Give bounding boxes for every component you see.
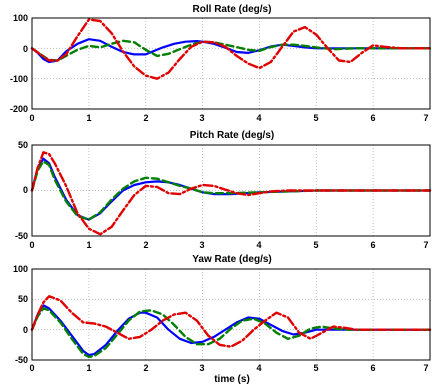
roll-ytick-label: 0: [23, 44, 28, 54]
pitch-xtick-label: 6: [370, 240, 375, 250]
yaw-ytick-label: 0: [23, 325, 28, 335]
roll-rate-panel: Roll Rate (deg/s) 0 1 2 3 4 5 6 7 100 0 …: [10, 4, 432, 123]
roll-xtick-label: 7: [423, 113, 428, 123]
yaw-series-line-solid: [30, 304, 432, 357]
roll-xtick-label: 1: [86, 113, 91, 123]
roll-xtick-label: 6: [370, 113, 375, 123]
roll-rate-axes-box: [31, 17, 431, 110]
pitch-xtick-label: 0: [29, 240, 34, 250]
yaw-rate-xtick-labels: 0 1 2 3 4 5 6 7: [29, 363, 428, 373]
pitch-rate-axes-box: [31, 144, 431, 237]
yaw-xtick-label: 0: [29, 363, 34, 373]
pitch-xtick-label: 1: [86, 240, 91, 250]
yaw-rate-title: Yaw Rate (deg/s): [192, 254, 271, 265]
roll-rate-series: [30, 18, 432, 80]
yaw-rate-series: [30, 295, 432, 359]
pitch-xtick-label: 7: [423, 240, 428, 250]
roll-xtick-label: 0: [29, 113, 34, 123]
roll-xtick-label: 3: [199, 113, 204, 123]
yaw-rate-grid: [31, 268, 431, 361]
pitch-rate-series: [30, 151, 432, 236]
yaw-rate-panel: Yaw Rate (deg/s) 0 1 2 3 4 5 6 7 100 50 …: [13, 254, 432, 385]
roll-rate-xtick-labels: 0 1 2 3 4 5 6 7: [29, 113, 428, 123]
yaw-xtick-label: 3: [199, 363, 204, 373]
roll-series-line-dashed: [30, 39, 432, 62]
roll-series-line-solid: [30, 38, 432, 64]
roll-xtick-label: 2: [143, 113, 148, 123]
pitch-xtick-label: 5: [313, 240, 318, 250]
roll-ytick-label: -200: [10, 104, 28, 114]
roll-rate-ytick-labels: 100 0 -100 -200: [10, 13, 28, 114]
yaw-ytick-label: 100: [13, 264, 28, 274]
yaw-xtick-label: 7: [423, 363, 428, 373]
pitch-ytick-label: -50: [15, 231, 28, 241]
yaw-ytick-label: -50: [15, 355, 28, 365]
pitch-xtick-label: 2: [143, 240, 148, 250]
pitch-rate-ytick-labels: 50 0 -50: [15, 140, 28, 241]
yaw-xtick-label: 5: [313, 363, 318, 373]
roll-series-line-dashdot: [30, 18, 432, 80]
roll-ytick-label: -100: [10, 74, 28, 84]
roll-xtick-label: 4: [256, 113, 261, 123]
pitch-xtick-label: 3: [199, 240, 204, 250]
roll-rate-grid: [31, 17, 431, 110]
yaw-rate-axes-box: [31, 268, 431, 361]
pitch-series-line-solid: [30, 157, 432, 221]
yaw-xtick-label: 1: [86, 363, 91, 373]
yaw-xtick-label: 2: [143, 363, 148, 373]
yaw-series-line-dashed: [30, 307, 432, 359]
pitch-rate-panel: Pitch Rate (deg/s) 0 1 2 3 4 5 6 7 50 0 …: [15, 130, 432, 250]
yaw-xtick-label: 4: [256, 363, 261, 373]
roll-ytick-label: 100: [13, 13, 28, 23]
roll-rate-title: Roll Rate (deg/s): [193, 4, 272, 15]
pitch-ytick-label: 50: [18, 140, 28, 150]
pitch-series-line-dashdot: [30, 151, 432, 236]
pitch-rate-title: Pitch Rate (deg/s): [190, 130, 274, 141]
yaw-ytick-label: 50: [18, 294, 28, 304]
yaw-series-line-dashdot: [30, 295, 432, 348]
pitch-xtick-label: 4: [256, 240, 261, 250]
pitch-rate-xtick-labels: 0 1 2 3 4 5 6 7: [29, 240, 428, 250]
yaw-rate-ytick-labels: 100 50 0 -50: [13, 264, 28, 365]
roll-xtick-label: 5: [313, 113, 318, 123]
pitch-ytick-label: 0: [23, 185, 28, 195]
x-axis-label: time (s): [214, 374, 250, 385]
yaw-xtick-label: 6: [370, 363, 375, 373]
